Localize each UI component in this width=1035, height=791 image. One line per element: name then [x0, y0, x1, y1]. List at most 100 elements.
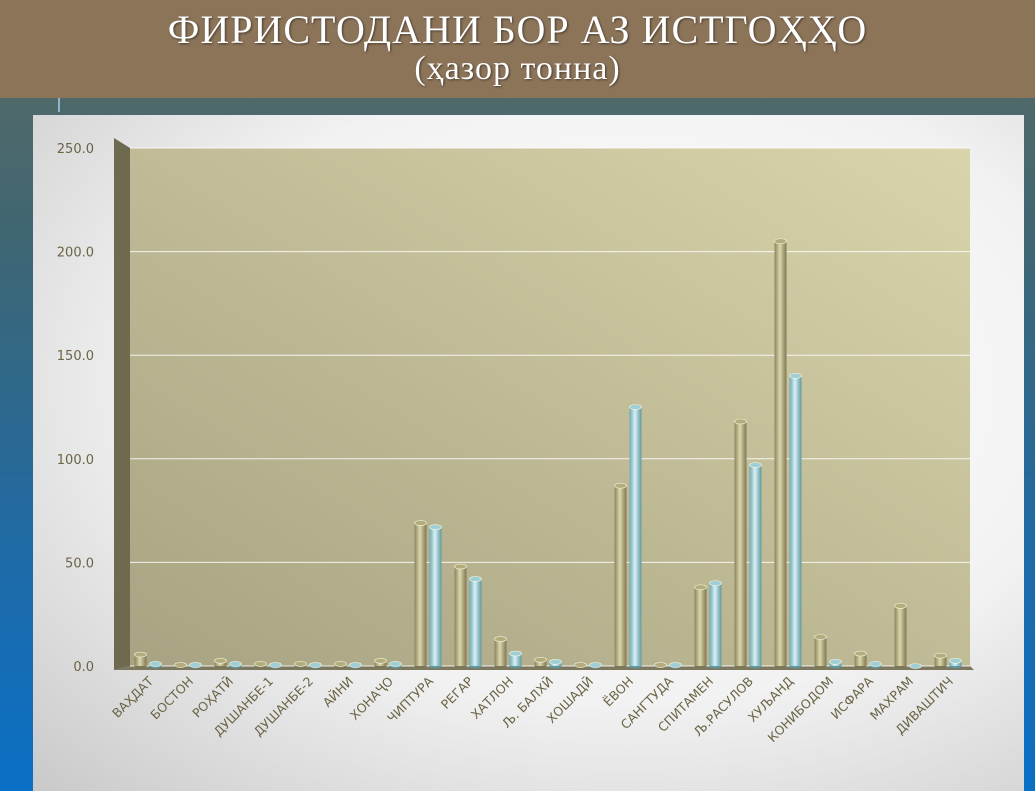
bar — [694, 584, 707, 669]
bar — [669, 662, 682, 669]
plot-side-wall — [114, 138, 130, 670]
bar-cap — [229, 661, 242, 667]
bar-cap — [374, 658, 387, 664]
x-category-label: РЕГАР — [438, 673, 477, 712]
bar-body — [789, 375, 802, 666]
bar — [789, 373, 802, 669]
bar — [854, 650, 867, 669]
bar-body — [629, 407, 642, 666]
bar — [549, 659, 562, 669]
bar — [829, 659, 842, 669]
bar — [869, 661, 882, 669]
bar — [229, 661, 242, 669]
bar-cap — [309, 662, 322, 668]
bar — [509, 650, 522, 669]
x-category-label: БОСТОН — [147, 674, 196, 723]
bar-body — [614, 485, 627, 666]
bar — [574, 662, 587, 669]
bar — [709, 580, 722, 669]
bar-body — [694, 587, 707, 666]
bar-cap — [934, 652, 947, 659]
bar-cap — [494, 636, 507, 642]
bar-body — [749, 465, 762, 666]
bar — [534, 656, 547, 669]
bar — [494, 636, 507, 669]
bar — [934, 652, 947, 669]
slide-header: ФИРИСТОДАНИ БОР АЗ ИСТГОҲҲО (ҳазор тонна… — [0, 0, 1035, 98]
bar-cap — [429, 524, 442, 530]
bar — [294, 661, 307, 669]
bar-body — [734, 421, 747, 666]
bar-cap — [269, 662, 282, 668]
y-tick-label: 0.0 — [73, 660, 94, 675]
bar — [269, 662, 282, 669]
bar-cap — [414, 520, 427, 526]
bar-cap — [909, 663, 922, 669]
bar — [774, 238, 787, 669]
bar-body — [854, 653, 867, 666]
bar — [389, 661, 402, 669]
bar — [189, 662, 202, 669]
bar-cap — [549, 659, 562, 665]
bar-cap — [854, 650, 867, 657]
slide-title: ФИРИСТОДАНИ БОР АЗ ИСТГОҲҲО — [167, 7, 868, 52]
bar-cap — [949, 658, 962, 664]
bar-cap — [814, 634, 827, 640]
bar — [749, 462, 762, 669]
bar — [349, 662, 362, 669]
bar-body — [469, 578, 482, 666]
x-category-label: ЁВОН — [600, 674, 636, 710]
bar-cap — [734, 418, 747, 425]
accent-line — [58, 98, 60, 112]
bar-cap — [534, 656, 547, 663]
bar-cap — [149, 661, 162, 667]
bar-cap — [694, 584, 707, 591]
bar-body — [414, 523, 427, 666]
y-tick-label: 50.0 — [65, 556, 94, 571]
bar-cap — [629, 404, 642, 410]
bar — [149, 661, 162, 669]
bar-cap — [789, 373, 802, 379]
bar-cap — [749, 462, 762, 468]
bar — [894, 603, 907, 669]
bar-body — [454, 566, 467, 666]
bar-body — [134, 654, 147, 666]
bar-cap — [589, 662, 602, 668]
bar — [629, 404, 642, 669]
bar-body — [709, 583, 722, 666]
bar — [654, 662, 667, 669]
x-category-label: АЙНИ — [320, 674, 357, 711]
bar-cap — [669, 662, 682, 668]
bar — [949, 658, 962, 669]
bar-cap — [574, 662, 587, 668]
bar-cap — [389, 661, 402, 667]
bar — [174, 662, 187, 669]
bar-cap — [654, 662, 667, 668]
bar-cap — [189, 662, 202, 668]
bar — [454, 563, 467, 669]
bar-cap — [469, 576, 482, 582]
bar — [134, 651, 147, 669]
bar — [254, 661, 267, 669]
bar — [469, 576, 482, 669]
bar — [414, 520, 427, 669]
bar-body — [934, 655, 947, 666]
bar-cap — [134, 651, 147, 658]
bar-cap — [214, 658, 227, 664]
bar — [814, 634, 827, 669]
bar — [909, 663, 922, 669]
bar — [309, 662, 322, 669]
y-tick-label: 150.0 — [57, 349, 94, 364]
bar-body — [774, 241, 787, 667]
bar — [334, 661, 347, 669]
plot-back-wall — [130, 148, 970, 666]
bar-cap — [294, 661, 307, 667]
bar-cap — [774, 238, 787, 245]
bar — [429, 524, 442, 669]
bar — [614, 482, 627, 669]
bar — [734, 418, 747, 669]
bar-body — [534, 659, 547, 666]
bar-body — [509, 653, 522, 666]
bar-cap — [829, 659, 842, 665]
bar-cap — [349, 662, 362, 668]
